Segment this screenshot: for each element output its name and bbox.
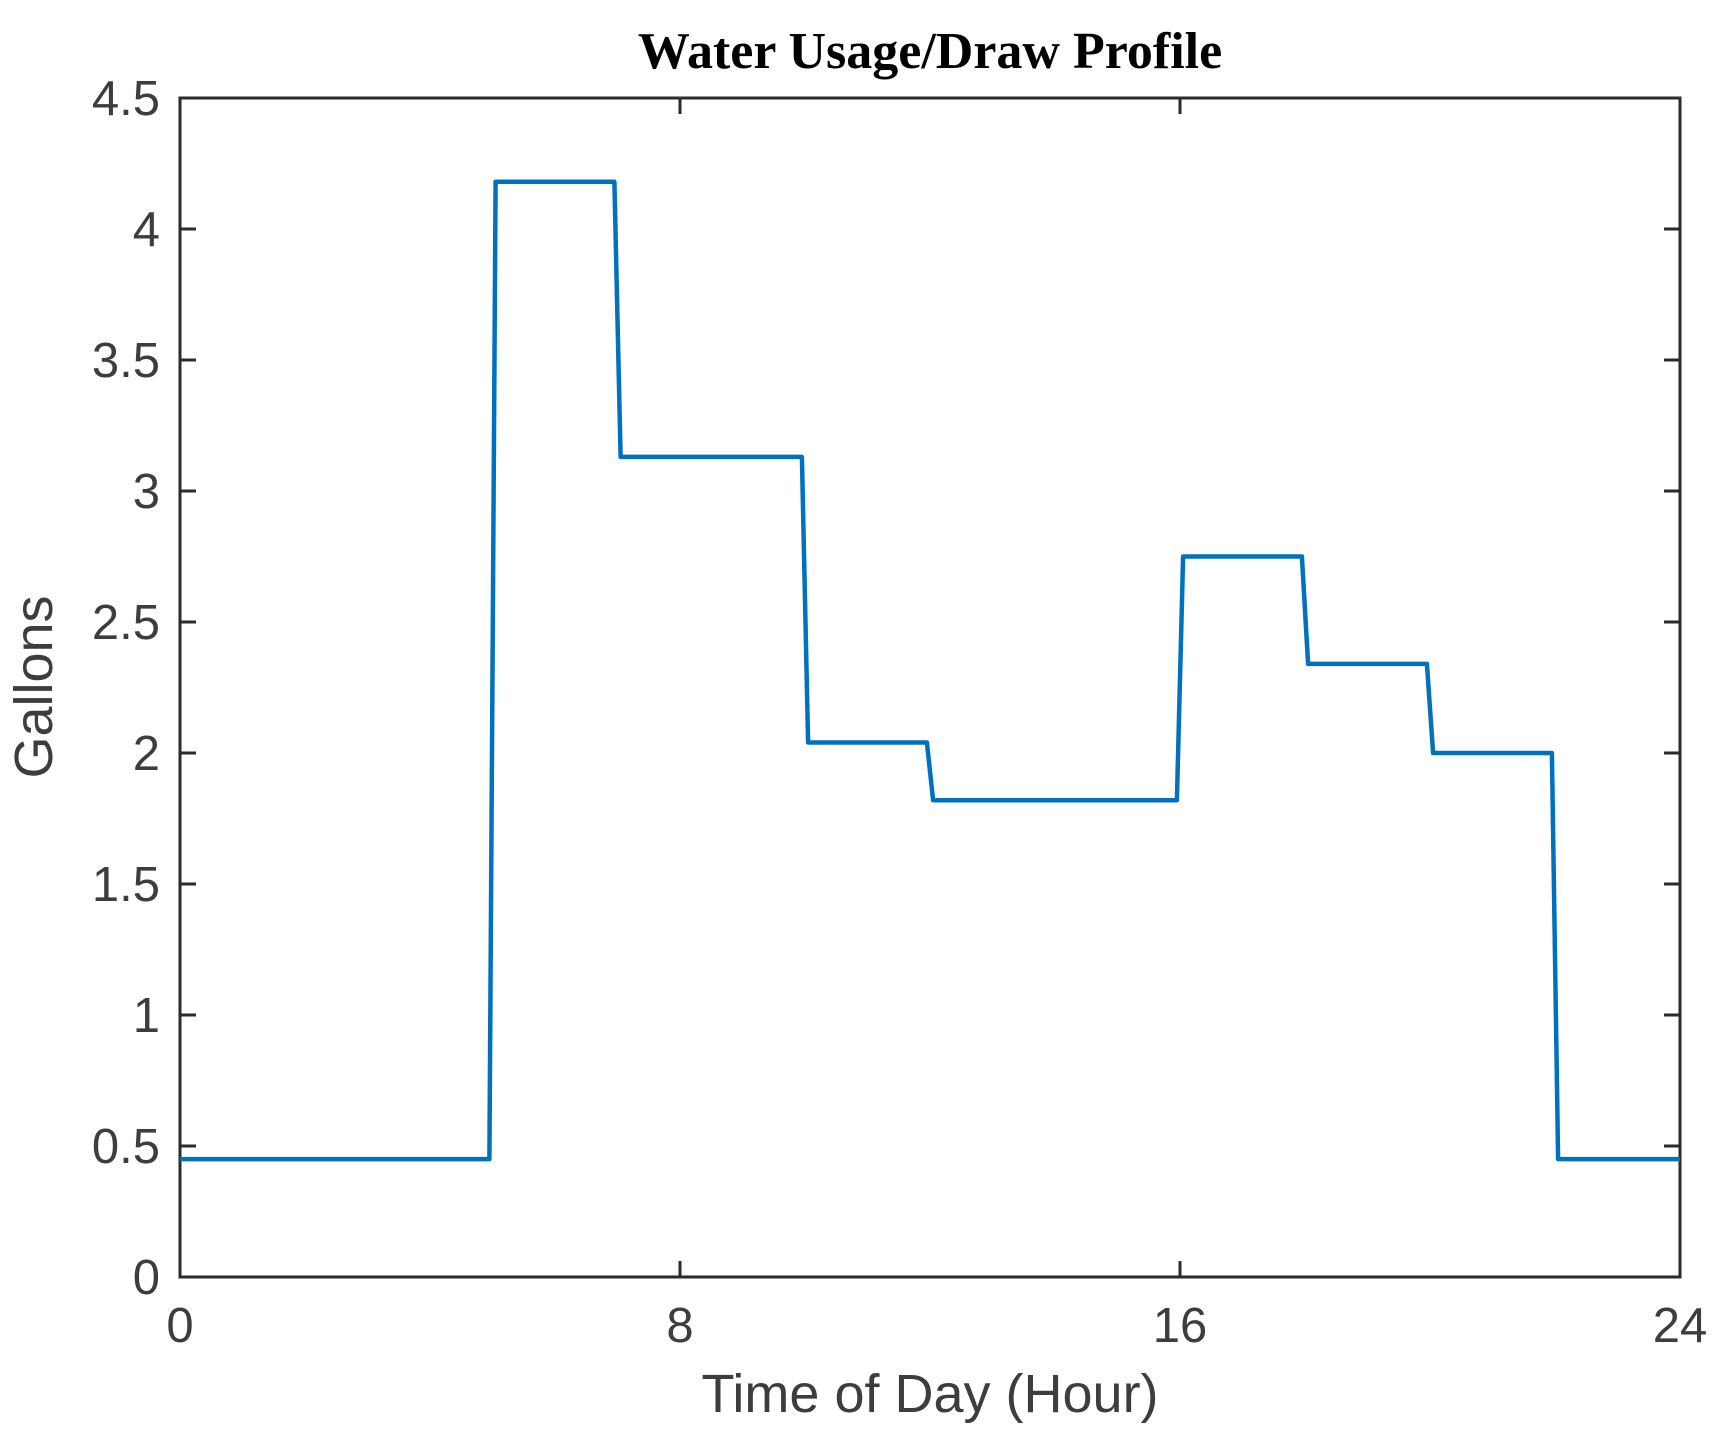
y-tick-label: 1.5 [92, 858, 160, 912]
y-tick-label: 4.5 [92, 72, 160, 126]
y-tick-label: 2 [133, 727, 160, 781]
chart-title: Water Usage/Draw Profile [638, 23, 1222, 80]
x-tick-label: 8 [666, 1299, 693, 1353]
y-axis-label: Gallons [4, 595, 64, 778]
x-tick-label: 16 [1153, 1299, 1208, 1353]
y-tick-label: 4 [133, 203, 160, 257]
x-axis-label: Time of Day (Hour) [701, 1364, 1158, 1424]
x-tick-label: 0 [166, 1299, 193, 1353]
x-axis-tick-labels: 0 8 16 24 [166, 1299, 1707, 1353]
y-tick-label: 0.5 [92, 1120, 160, 1174]
x-tick-label: 24 [1653, 1299, 1708, 1353]
usage-step-line [180, 179, 1680, 1162]
y-tick-label: 0 [133, 1251, 160, 1305]
axis-tick-marks [178, 96, 1682, 1279]
y-tick-label: 3 [133, 465, 160, 519]
y-tick-label: 1 [133, 989, 160, 1043]
plot-frame [178, 96, 1682, 1279]
y-tick-label: 2.5 [92, 596, 160, 650]
y-axis-tick-labels: 0 0.5 1 1.5 2 2.5 3 3.5 4 4.5 [92, 72, 160, 1305]
y-tick-label: 3.5 [92, 334, 160, 388]
